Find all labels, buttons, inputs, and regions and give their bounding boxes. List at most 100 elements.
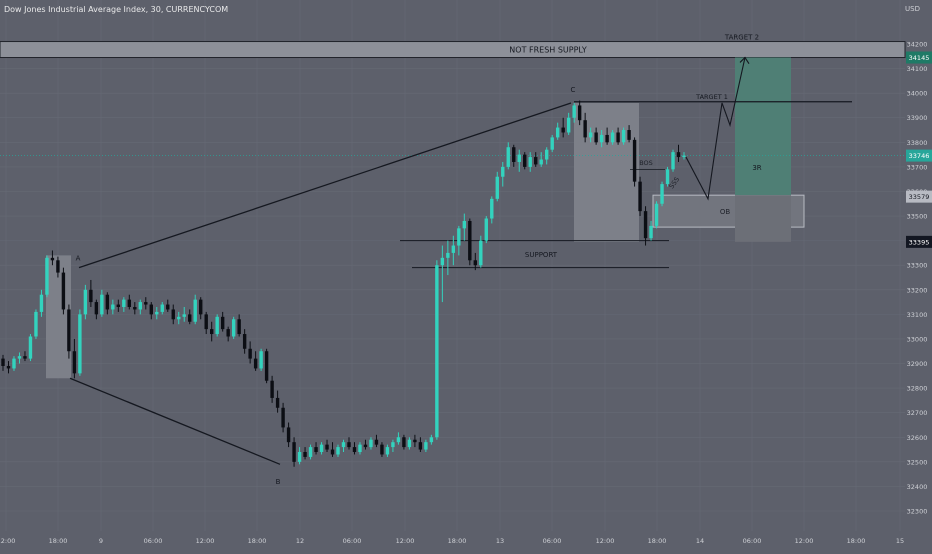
candle-body [550, 137, 554, 150]
candle-body [67, 309, 71, 352]
candle-body [199, 299, 203, 315]
supply-zone-label: NOT FRESH SUPPLY [509, 46, 587, 55]
x-tick-label: 13 [496, 537, 504, 545]
candle-body [473, 260, 478, 266]
candle-body [193, 299, 197, 322]
candle-body [264, 351, 269, 381]
candle-body [61, 272, 66, 310]
candle-body [451, 245, 456, 253]
y-tick-label: 32600 [907, 434, 928, 442]
candle-body [479, 240, 483, 266]
x-tick-label: 06:00 [343, 537, 362, 545]
stop-zone-box [735, 195, 791, 242]
x-tick-label: 9 [99, 537, 103, 545]
x-tick-label: 06:00 [543, 537, 562, 545]
target-zone-box [735, 57, 791, 196]
candle-body [23, 356, 27, 359]
candle-body [149, 304, 153, 315]
candle-body [259, 351, 263, 369]
x-tick-label: 18:00 [448, 537, 467, 545]
candle-body [588, 132, 593, 138]
candle-body [506, 147, 510, 167]
candle-body [632, 139, 637, 182]
y-tick-label: 34100 [907, 65, 928, 73]
x-tick-label: 18:00 [847, 537, 866, 545]
candle-body [242, 334, 247, 349]
candle-body [544, 149, 549, 160]
candle-body [248, 348, 252, 359]
candle-body [490, 198, 494, 219]
candle-body [599, 134, 604, 143]
y-tick-label: 32400 [907, 483, 928, 491]
bos-label: BOS [639, 159, 653, 167]
candle-body [369, 439, 373, 448]
candle-body [363, 444, 368, 448]
candle-body [654, 203, 659, 226]
candle-body [484, 218, 488, 241]
candle-body [144, 302, 148, 305]
y-tick-label: 33500 [907, 213, 928, 221]
point-a-label: A [76, 254, 81, 262]
candle-body [347, 442, 351, 448]
candle-body [28, 336, 33, 359]
x-tick-label: 18:00 [248, 537, 267, 545]
candle-body [286, 427, 291, 443]
candle-body [435, 265, 439, 438]
candle-body [89, 289, 93, 303]
candle-body [577, 105, 582, 121]
candle-body [270, 380, 274, 398]
price-tag-ob [906, 190, 932, 203]
y-tick-label: 34200 [907, 41, 928, 49]
x-tick-label: 18:00 [49, 537, 68, 545]
candle-body [555, 127, 560, 138]
risk-reward-label: 3R [752, 164, 761, 172]
price-tag-current [906, 149, 932, 162]
candle-body [446, 252, 450, 258]
y-tick-label: 32800 [907, 385, 928, 393]
candle-body [45, 257, 49, 295]
candle-body [297, 452, 302, 462]
candle-body [605, 134, 609, 143]
candle-body [292, 442, 296, 462]
candle-body [523, 154, 527, 167]
price-tag-zone [906, 51, 932, 64]
candle-body [539, 159, 543, 165]
candle-body [396, 437, 401, 443]
candle-body [418, 442, 423, 450]
candle-body [100, 294, 104, 315]
candle-body [424, 442, 428, 450]
candle-body [374, 439, 379, 445]
candle-body [171, 309, 175, 320]
candle-body [83, 289, 88, 315]
candle-body [303, 452, 307, 457]
candle-body [336, 447, 340, 455]
candle-body [133, 306, 137, 310]
candle-body [314, 447, 318, 453]
price-tag-label-current: 33746 [909, 152, 930, 160]
projection-arrowhead [739, 56, 750, 64]
currency-unit-label: USD [905, 5, 920, 13]
candle-body [407, 439, 412, 448]
x-tick-label: 12 [296, 537, 304, 545]
candle-body [358, 444, 362, 453]
price-tag-support [906, 235, 932, 248]
candle-body [155, 311, 159, 315]
x-tick-label: 12:00 [795, 537, 814, 545]
candle-body [308, 447, 313, 457]
candle-body [160, 304, 164, 312]
candle-body [391, 442, 395, 448]
x-tick-label: 14 [696, 537, 704, 545]
y-tick-label: 33100 [907, 311, 928, 319]
sss-label: SSS [668, 176, 682, 191]
candle-body [627, 130, 631, 140]
target2-label: TARGET 2 [724, 34, 759, 42]
candle-body [468, 220, 472, 261]
candle-body [127, 299, 132, 307]
candle-body [78, 314, 82, 374]
order-block-label: OB [720, 208, 731, 216]
candle-body [1, 358, 5, 366]
x-tick-label: 06:00 [144, 537, 163, 545]
x-tick-label: 12:00 [0, 537, 15, 545]
candle-body [209, 329, 214, 335]
